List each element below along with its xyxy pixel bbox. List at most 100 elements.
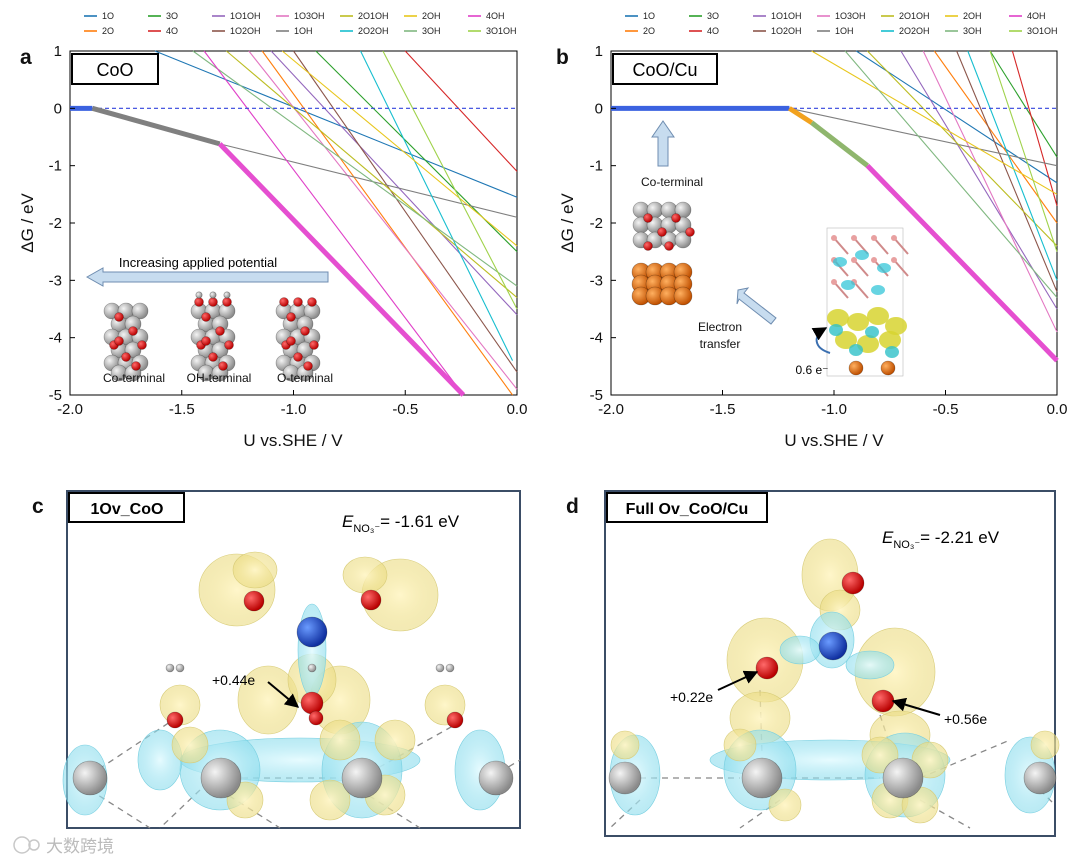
o-atom <box>300 691 324 715</box>
title-box-b <box>612 53 718 85</box>
cu-atom <box>880 360 896 376</box>
y-tick-label: 0 <box>595 100 603 117</box>
charge-lobe <box>829 324 843 336</box>
series-line-2o2oh <box>967 50 1058 281</box>
electron-label-1: Electron <box>698 320 742 334</box>
legend-label-2o2oh: 2O2OH <box>899 26 930 36</box>
charge-lobe-yellow <box>232 551 278 589</box>
charge-lobe-yellow <box>1030 730 1060 760</box>
o-atom <box>222 297 232 307</box>
legend-label-2oh: 2OH <box>422 11 441 21</box>
h-atom <box>165 663 175 673</box>
series-line-3o <box>989 50 1058 158</box>
structure-label-o-terminal: O-terminal <box>277 371 333 385</box>
charge-density-scene-d <box>608 538 1060 829</box>
arrow-caption-a: Increasing applied potential <box>119 255 277 270</box>
atom-small <box>891 257 897 263</box>
y-axis-label-a: ΔG / eV <box>18 193 37 253</box>
panel-d: d Full Ov_CoO/Cu ENO₃⁻= -2.21 eV +0.22e … <box>566 490 1060 837</box>
series-line-1o <box>154 50 518 198</box>
charge-lobe <box>827 309 849 327</box>
o-atom <box>201 312 211 322</box>
o-atom <box>671 213 681 223</box>
co-atom <box>608 761 642 795</box>
stability-segment-2oh <box>788 106 814 125</box>
charge-lobe-yellow <box>911 741 949 779</box>
y-tick-label: -3 <box>590 272 603 289</box>
charge-lobe-yellow <box>723 728 757 762</box>
panel-label-c: c <box>32 495 44 518</box>
structure-o-terminal: O-terminal <box>275 297 333 385</box>
watermark-logo-icon <box>13 836 40 854</box>
stability-segment-3oh <box>810 120 869 168</box>
series-line-1o3oh <box>922 50 1058 333</box>
series-line-2o1oh <box>226 50 518 298</box>
bond <box>833 281 849 299</box>
o-atom <box>215 326 225 336</box>
legend-label-4oh: 4OH <box>1027 11 1046 21</box>
watermark: 大数跨境 <box>46 837 114 856</box>
cu-atom <box>673 286 693 306</box>
bond <box>833 237 849 255</box>
series-line-3oh <box>844 50 1058 298</box>
charge-arrow-d-left <box>717 670 759 691</box>
co-atom <box>882 757 924 799</box>
charge-label-d-right: +0.56e <box>944 711 987 727</box>
bond-line <box>739 799 781 829</box>
o-atom <box>303 361 313 371</box>
o-atom <box>224 340 234 350</box>
x-tick-label: -1.5 <box>169 401 195 418</box>
o-atom <box>657 227 667 237</box>
atom-small <box>851 257 857 263</box>
series-lines-b <box>611 50 1059 363</box>
series-line-2o1oh <box>867 50 1058 247</box>
series-line-3o1oh <box>989 50 1058 252</box>
o-atom <box>218 361 228 371</box>
panel-label-a: a <box>20 46 32 69</box>
charge-lobe <box>871 285 885 295</box>
charge-label-c: +0.44e <box>212 672 255 688</box>
charge-transfer-curve <box>811 327 831 354</box>
charge-lobe <box>835 331 857 349</box>
charge-lobe-yellow <box>374 719 416 761</box>
o-atom <box>307 297 317 307</box>
o-atom <box>286 336 296 346</box>
o-atom <box>446 711 464 729</box>
bond <box>893 259 909 277</box>
o-atom <box>308 710 324 726</box>
o-atom <box>243 590 265 612</box>
legend-label-3o1oh: 3O1OH <box>486 26 517 36</box>
charge-density-scene-c <box>62 551 521 829</box>
y-tick-label: -5 <box>590 387 603 404</box>
stability-segment-4oh <box>217 142 466 397</box>
electron-transfer-arrow <box>736 287 777 325</box>
o-atom <box>293 352 303 362</box>
legend-label-1oh: 1OH <box>835 26 854 36</box>
y-tick-label: -3 <box>49 272 62 289</box>
energy-symbol-d: E <box>882 528 894 547</box>
electron-label-2: transfer <box>700 337 741 351</box>
charge-lobe-yellow <box>171 726 209 764</box>
panel-c: c 1Ov_CoO ENO₃⁻= -1.61 eV +0.44e <box>32 490 521 829</box>
o-atom <box>360 589 382 611</box>
legend-label-4oh: 4OH <box>486 11 505 21</box>
title-box-d <box>606 492 768 523</box>
series-line-2oh <box>811 50 1058 195</box>
o-atom <box>137 340 147 350</box>
charge-lobe-yellow <box>768 788 802 822</box>
structure-co-terminal: Co-terminal <box>103 302 165 385</box>
series-line-1o1oh <box>270 50 518 316</box>
x-tick-label: 0.0 <box>507 401 528 418</box>
y-tick-label: -5 <box>49 387 62 404</box>
bond <box>853 259 869 277</box>
structure-charge-density-b <box>826 227 909 377</box>
series-line-1oh <box>789 107 1058 167</box>
legend-label-1o3oh: 1O3OH <box>294 11 325 21</box>
charge-lobe <box>865 326 879 338</box>
o-atom <box>208 297 218 307</box>
o-atom <box>201 336 211 346</box>
n-atom <box>296 616 328 648</box>
legend-label-2o2oh: 2O2OH <box>358 26 389 36</box>
charge-lobe <box>885 317 907 335</box>
